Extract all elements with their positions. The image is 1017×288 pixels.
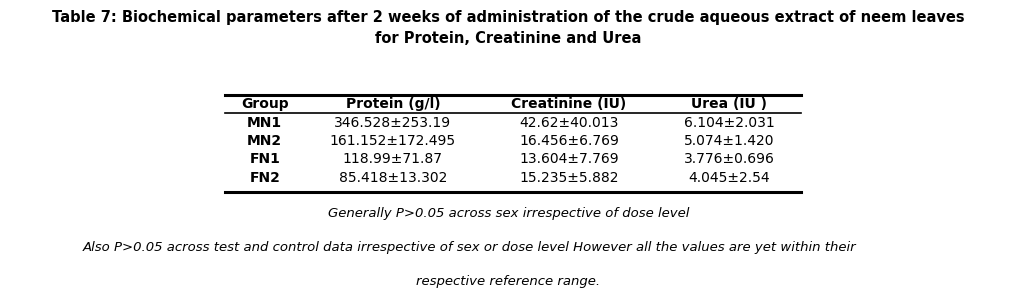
Text: Urea (IU ): Urea (IU ): [692, 97, 767, 111]
Text: Creatinine (IU): Creatinine (IU): [512, 97, 626, 111]
Text: 4.045±2.54: 4.045±2.54: [689, 170, 770, 185]
Text: 118.99±71.87: 118.99±71.87: [343, 152, 442, 166]
Text: 3.776±0.696: 3.776±0.696: [683, 152, 775, 166]
Text: 42.62±40.013: 42.62±40.013: [520, 115, 618, 130]
Text: 85.418±13.302: 85.418±13.302: [339, 170, 447, 185]
Text: Also P>0.05 across test and control data irrespective of sex or dose level Howev: Also P>0.05 across test and control data…: [82, 241, 856, 254]
Text: Generally P>0.05 across sex irrespective of dose level: Generally P>0.05 across sex irrespective…: [327, 207, 690, 220]
Text: 13.604±7.769: 13.604±7.769: [519, 152, 618, 166]
Text: MN2: MN2: [247, 134, 283, 148]
Text: 6.104±2.031: 6.104±2.031: [683, 115, 775, 130]
Text: 346.528±253.19: 346.528±253.19: [335, 115, 452, 130]
Text: Group: Group: [241, 97, 289, 111]
Text: Protein (g/l): Protein (g/l): [346, 97, 440, 111]
Text: FN1: FN1: [249, 152, 280, 166]
Text: FN2: FN2: [249, 170, 280, 185]
Text: 161.152±172.495: 161.152±172.495: [330, 134, 456, 148]
Text: 16.456±6.769: 16.456±6.769: [519, 134, 619, 148]
Text: MN1: MN1: [247, 115, 283, 130]
Text: respective reference range.: respective reference range.: [416, 275, 601, 288]
Text: Table 7: Biochemical parameters after 2 weeks of administration of the crude aqu: Table 7: Biochemical parameters after 2 …: [52, 10, 965, 46]
Text: 15.235±5.882: 15.235±5.882: [520, 170, 618, 185]
Text: 5.074±1.420: 5.074±1.420: [683, 134, 774, 148]
